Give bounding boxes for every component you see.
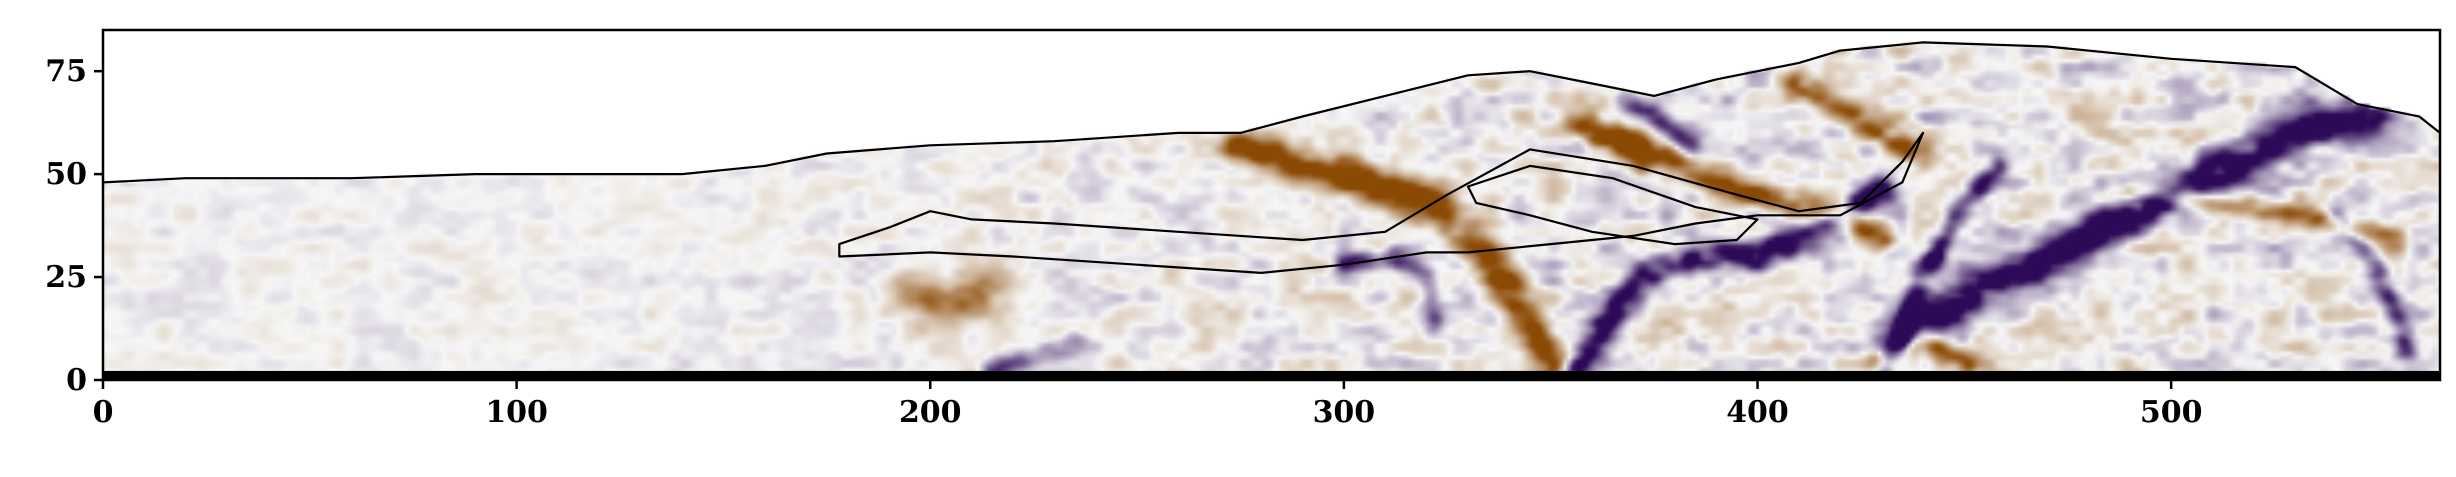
y-tick-label-50: 50 [45,157,87,192]
plot-frame [101,28,2442,382]
body-outline-0 [838,131,1925,274]
y-tick-label-0: 0 [66,363,87,398]
x-tick-label-100: 100 [485,395,548,430]
x-tick-label-300: 300 [1313,395,1376,430]
contour-layer [103,41,2440,380]
x-tick-label-0: 0 [93,395,114,430]
bottom-boundary [103,370,2440,380]
x-axis: 0 100 200 300 400 500 [93,380,2203,430]
x-tick-label-500: 500 [2140,395,2203,430]
y-tick-label-25: 25 [45,260,87,295]
heatmap-image [103,30,2440,380]
y-axis: 0 25 50 75 [45,54,103,398]
x-tick-label-200: 200 [899,395,962,430]
body-outline-1 [1466,164,1759,246]
heatmap [103,30,2440,380]
y-tick-label-75: 75 [45,54,87,89]
x-tick-label-400: 400 [1726,395,1789,430]
surface-outline [103,41,2440,184]
